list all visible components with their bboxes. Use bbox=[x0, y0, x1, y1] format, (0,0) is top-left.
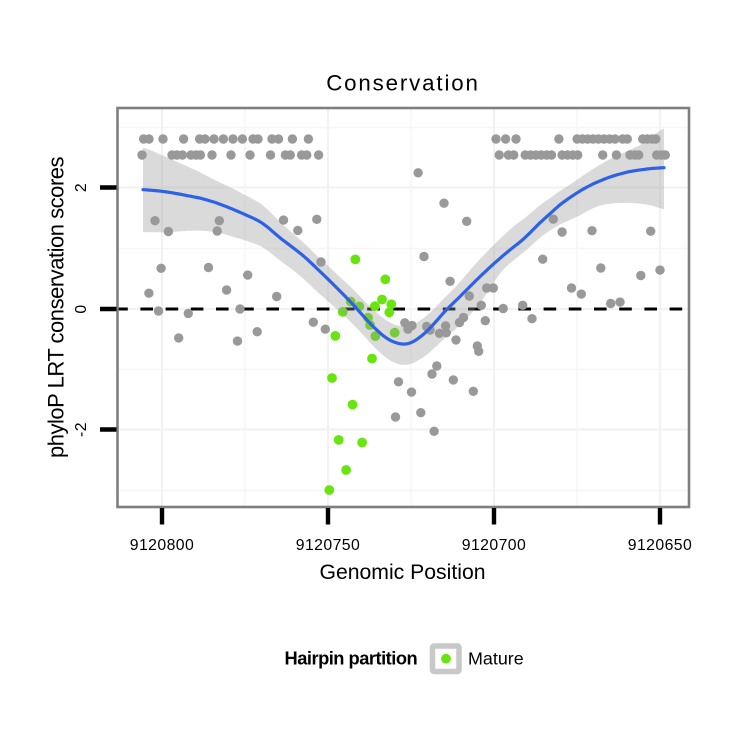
svg-text:-2: -2 bbox=[73, 422, 90, 437]
svg-text:Genomic Position: Genomic Position bbox=[319, 561, 485, 584]
svg-text:Hairpin partition: Hairpin partition bbox=[285, 648, 418, 669]
svg-text:2: 2 bbox=[73, 183, 90, 192]
svg-text:0: 0 bbox=[73, 304, 90, 313]
svg-text:Mature: Mature bbox=[468, 649, 524, 669]
svg-text:9120650: 9120650 bbox=[628, 537, 692, 554]
svg-text:Conservation: Conservation bbox=[326, 71, 480, 96]
svg-text:9120750: 9120750 bbox=[296, 537, 360, 554]
svg-text:9120700: 9120700 bbox=[462, 537, 526, 554]
svg-text:phyloP LRT conservation scores: phyloP LRT conservation scores bbox=[44, 156, 69, 458]
svg-text:9120800: 9120800 bbox=[130, 537, 194, 554]
